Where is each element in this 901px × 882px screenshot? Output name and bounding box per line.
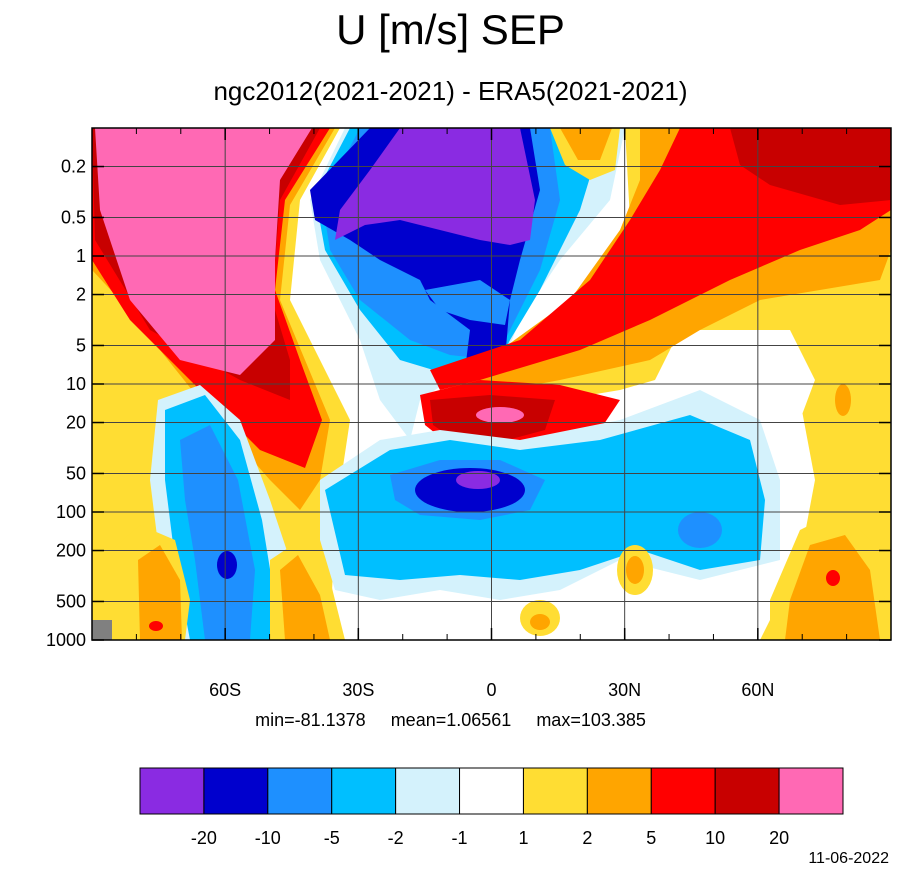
colorbar-swatch bbox=[778, 767, 844, 815]
y-tick-label-1: 1 bbox=[76, 246, 86, 266]
colorbar-swatch bbox=[267, 767, 333, 815]
contour-trop-blue-inner bbox=[425, 280, 510, 325]
colorbar-label-1: 1 bbox=[518, 828, 528, 848]
contour-nh-surface-red bbox=[826, 570, 840, 586]
x-tick-label-60S: 60S bbox=[209, 680, 241, 700]
grid-lines bbox=[92, 128, 891, 640]
contour-lower-cyan bbox=[325, 415, 765, 580]
colorbar-label--1: -1 bbox=[452, 828, 468, 848]
colorbar-swatch bbox=[586, 767, 652, 815]
colorbar-swatch bbox=[459, 767, 524, 815]
colorbar-swatch bbox=[203, 767, 269, 815]
contour-nh-surface-orange bbox=[785, 535, 880, 640]
x-tick-label-30N: 30N bbox=[608, 680, 641, 700]
chart-subtitle: ngc2012(2021-2021) - ERA5(2021-2021) bbox=[213, 76, 688, 106]
colorbar-label-2: 2 bbox=[582, 828, 592, 848]
axis-labels: 60S 30S 0 30N 60N 0.2 0.5 1 2 5 10 20 50 100 200 500 100… bbox=[46, 157, 774, 700]
missing-data-patch bbox=[92, 620, 112, 640]
colorbar-label--10: -10 bbox=[255, 828, 281, 848]
contour-eq-surface-orange bbox=[530, 614, 550, 630]
contour-sh-midlat-orange bbox=[280, 555, 330, 640]
x-tick-label-0: 0 bbox=[486, 680, 496, 700]
colorbar-label-5: 5 bbox=[646, 828, 656, 848]
colorbar-swatch bbox=[139, 767, 205, 815]
y-tick-label-100: 100 bbox=[56, 502, 86, 522]
colorbar-swatch bbox=[714, 767, 780, 815]
y-tick-label-500: 500 bbox=[56, 591, 86, 611]
axis-ticks bbox=[92, 128, 891, 641]
colorbar-label--5: -5 bbox=[324, 828, 340, 848]
y-tick-label-1000: 1000 bbox=[46, 630, 86, 650]
y-tick-label-2: 2 bbox=[76, 285, 86, 305]
contour-sh-surface-orange bbox=[138, 545, 182, 640]
y-tick-label-0.2: 0.2 bbox=[61, 157, 86, 177]
contour-upper-nh-orange bbox=[560, 128, 612, 160]
contour-nh-lower-yellow-lobe bbox=[835, 384, 851, 416]
chart-title: U [m/s] SEP bbox=[336, 6, 565, 53]
y-tick-label-50: 50 bbox=[66, 463, 86, 483]
stat-min: min=-81.1378 bbox=[255, 710, 366, 730]
colorbar-swatch bbox=[395, 767, 461, 815]
colorbar-swatch bbox=[522, 767, 588, 815]
colorbar-swatch bbox=[650, 767, 716, 815]
contour-nh-mid-orange bbox=[626, 556, 644, 584]
contour-trop-purple bbox=[335, 128, 535, 245]
colorbar-label-20: 20 bbox=[769, 828, 789, 848]
colorbar: -20 -10 -5 -2 -1 1 2 5 10 20 bbox=[139, 767, 844, 848]
stat-max: max=103.385 bbox=[536, 710, 646, 730]
contour-lower-purple bbox=[456, 471, 500, 489]
contour-nh-blue-patch bbox=[678, 512, 722, 548]
colorbar-swatch bbox=[331, 767, 397, 815]
contour-sh-trop-darkblue bbox=[217, 551, 237, 579]
x-tick-label-60N: 60N bbox=[741, 680, 774, 700]
colorbar-label--2: -2 bbox=[388, 828, 404, 848]
stat-mean: mean=1.06561 bbox=[390, 710, 512, 730]
contour-sh-jet-pink bbox=[95, 128, 312, 375]
y-tick-label-10: 10 bbox=[66, 374, 86, 394]
footer-date: 11-06-2022 bbox=[808, 850, 889, 867]
colorbar-label-10: 10 bbox=[705, 828, 725, 848]
y-tick-label-200: 200 bbox=[56, 541, 86, 561]
contour-nh-red bbox=[430, 128, 891, 390]
contour-sh-trop-blue bbox=[180, 425, 255, 640]
y-tick-label-20: 20 bbox=[66, 413, 86, 433]
y-tick-label-0.5: 0.5 bbox=[61, 207, 86, 227]
contour-eq-pink bbox=[476, 407, 524, 423]
x-tick-label-30S: 30S bbox=[342, 680, 374, 700]
y-tick-label-5: 5 bbox=[76, 335, 86, 355]
stats-line: min=-81.1378 mean=1.06561 max=103.385 bbox=[0, 710, 901, 731]
colorbar-label--20: -20 bbox=[191, 828, 217, 848]
contour-sh-surface-red bbox=[149, 621, 163, 631]
